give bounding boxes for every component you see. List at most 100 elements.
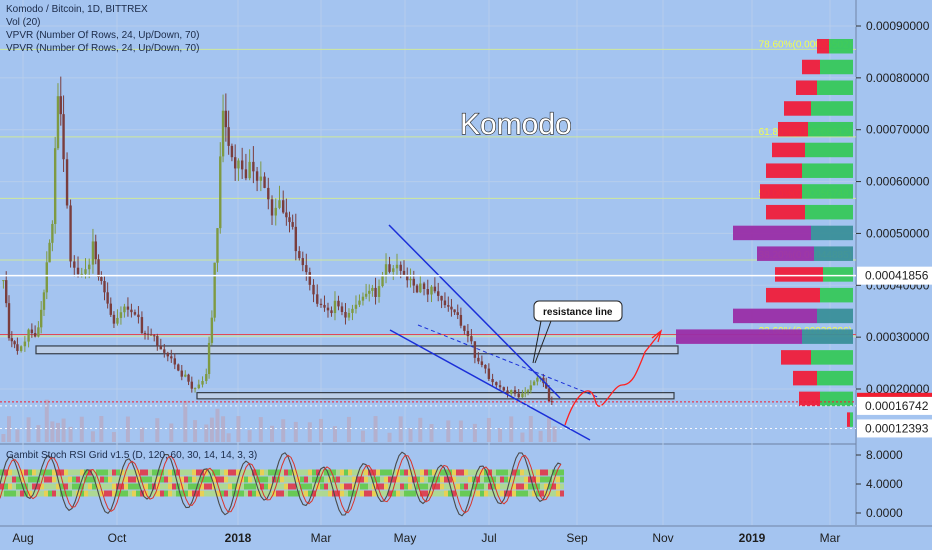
- osc-grid-cell: [28, 483, 32, 490]
- candle-up: [521, 393, 524, 398]
- candle-down: [69, 205, 72, 262]
- osc-grid-cell: [524, 490, 528, 497]
- osc-grid-cell: [244, 483, 248, 490]
- osc-grid-cell: [192, 483, 196, 490]
- osc-grid-cell: [316, 469, 320, 476]
- candle-up: [510, 390, 513, 394]
- vpvr-up-bar: [808, 121, 853, 137]
- osc-grid-cell: [20, 490, 24, 497]
- osc-grid-cell: [528, 476, 532, 483]
- osc-grid-cell: [100, 490, 104, 497]
- osc-grid-cell: [436, 490, 440, 497]
- osc-grid-cell: [228, 483, 232, 490]
- osc-grid-cell: [384, 476, 388, 483]
- volume-bar: [486, 417, 491, 442]
- osc-grid-cell: [276, 490, 280, 497]
- osc-grid-cell: [320, 483, 324, 490]
- candle-down: [173, 358, 176, 365]
- osc-grid-cell: [180, 490, 184, 497]
- osc-grid-cell: [176, 490, 180, 497]
- osc-grid-cell: [384, 490, 388, 497]
- osc-grid-cell: [504, 469, 508, 476]
- candle-down: [16, 344, 19, 351]
- osc-grid-cell: [500, 490, 504, 497]
- osc-grid-cell: [388, 490, 392, 497]
- candle-up: [205, 374, 208, 382]
- osc-grid-cell: [496, 490, 500, 497]
- osc-grid-cell: [140, 483, 144, 490]
- osc-grid-cell: [32, 476, 36, 483]
- osc-grid-cell: [520, 469, 524, 476]
- osc-grid-cell: [152, 469, 156, 476]
- osc-grid-cell: [216, 476, 220, 483]
- candle-down: [62, 114, 65, 160]
- osc-grid-cell: [288, 476, 292, 483]
- osc-grid-cell: [200, 490, 204, 497]
- vpvr-down-bar: [796, 80, 817, 95]
- osc-grid-cell: [520, 483, 524, 490]
- osc-grid-cell: [172, 476, 176, 483]
- candle-down: [267, 187, 270, 200]
- osc-grid-cell: [188, 476, 192, 483]
- osc-grid-cell: [104, 490, 108, 497]
- candle-up: [364, 293, 368, 297]
- candle-down: [137, 314, 140, 318]
- vpvr-up-bar: [802, 329, 853, 344]
- osc-grid-cell: [480, 476, 484, 483]
- osc-grid-cell: [52, 469, 56, 476]
- candle-down: [180, 370, 183, 377]
- candle-down: [506, 390, 509, 394]
- osc-grid-cell: [160, 483, 164, 490]
- osc-grid-cell: [148, 483, 152, 490]
- osc-grid-cell: [12, 469, 16, 476]
- osc-grid-cell: [456, 469, 460, 476]
- osc-grid-cell: [148, 476, 152, 483]
- osc-grid-cell: [496, 483, 500, 490]
- descending-channel-upper: [388, 224, 561, 399]
- osc-grid-cell: [164, 490, 168, 497]
- candle-up: [529, 385, 533, 391]
- osc-grid-cell: [396, 476, 400, 483]
- osc-grid-cell: [240, 469, 244, 476]
- volume-indicator-label: Vol (20): [6, 17, 40, 28]
- osc-grid-cell: [108, 483, 112, 490]
- candle-down: [133, 312, 137, 315]
- osc-grid-cell: [344, 490, 348, 497]
- candle-down: [140, 317, 144, 333]
- vpvr-up-bar: [820, 391, 853, 407]
- osc-grid-cell: [500, 476, 504, 483]
- osc-grid-cell: [4, 476, 8, 483]
- osc-grid-cell: [552, 483, 556, 490]
- osc-grid-cell: [336, 476, 340, 483]
- osc-grid-cell: [168, 490, 172, 497]
- osc-grid-cell: [164, 469, 168, 476]
- osc-grid-cell: [520, 476, 524, 483]
- candle-up: [123, 306, 126, 313]
- osc-grid-cell: [532, 469, 536, 476]
- osc-grid-cell: [196, 483, 200, 490]
- vpvr-down-bar: [817, 38, 829, 54]
- osc-grid-cell: [560, 469, 564, 476]
- osc-grid-cell: [248, 469, 252, 476]
- candle-down: [487, 368, 491, 380]
- osc-grid-cell: [252, 476, 256, 483]
- volume-bar: [79, 416, 84, 442]
- osc-grid-cell: [0, 476, 4, 483]
- candle-down: [415, 285, 419, 293]
- osc-grid-cell: [260, 469, 264, 476]
- osc-grid-cell: [332, 483, 336, 490]
- osc-grid-cell: [496, 469, 500, 476]
- volume-bar: [169, 423, 174, 442]
- candle-down: [456, 312, 459, 315]
- osc-grid-cell: [560, 476, 564, 483]
- osc-grid-cell: [124, 490, 128, 497]
- osc-grid-cell: [20, 483, 24, 490]
- osc-grid-cell: [260, 483, 264, 490]
- osc-grid-cell: [32, 483, 36, 490]
- candle-up: [354, 304, 358, 309]
- osc-grid-cell: [420, 490, 424, 497]
- osc-grid-cell: [496, 476, 500, 483]
- vpvr-up-bar: [802, 184, 853, 199]
- osc-grid-cell: [196, 476, 200, 483]
- osc-grid-cell: [380, 469, 384, 476]
